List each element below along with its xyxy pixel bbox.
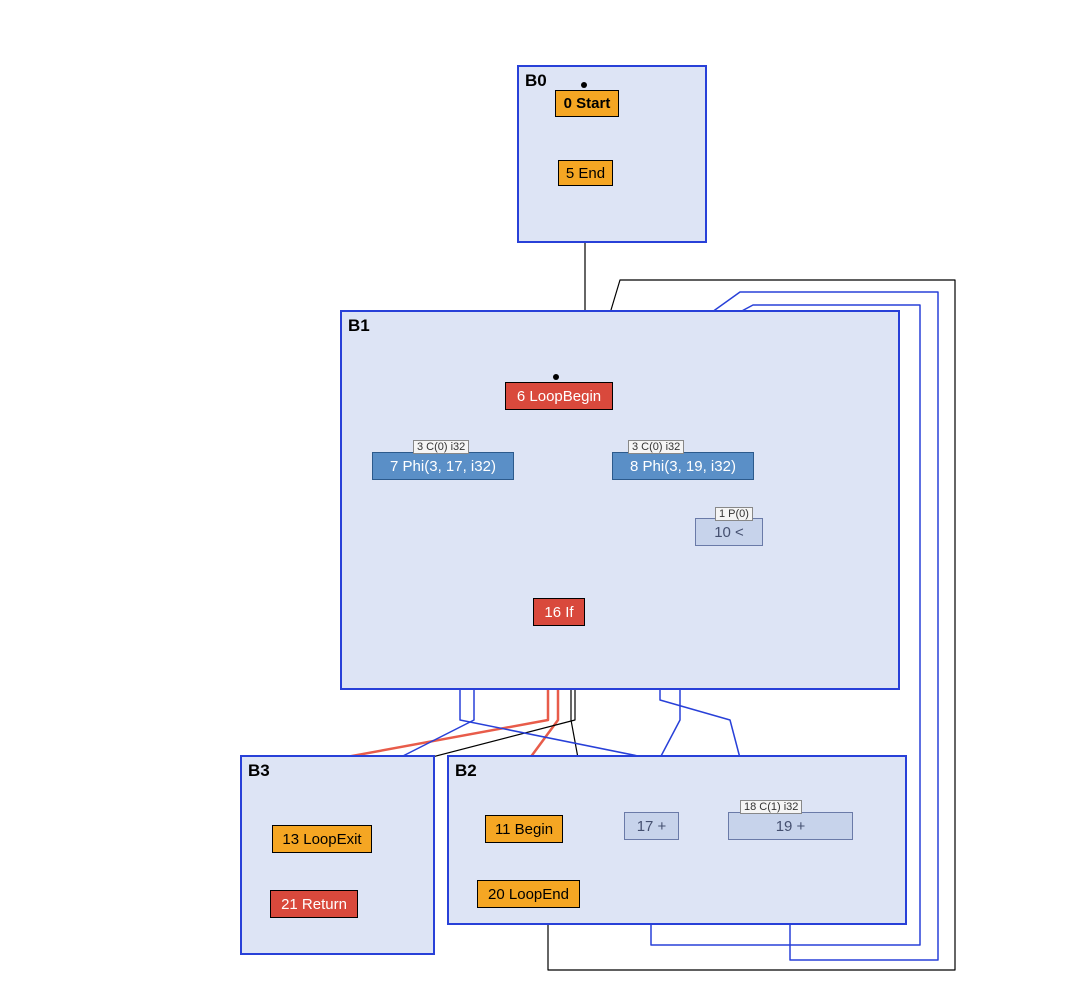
entry-dot [581, 82, 587, 88]
block-label-B2: B2 [455, 761, 477, 781]
block-label-B1: B1 [348, 316, 370, 336]
node-n17[interactable]: 17 + [624, 812, 679, 840]
block-B3: B3 [240, 755, 435, 955]
node-n20[interactable]: 20 LoopEnd [477, 880, 580, 908]
mini-label: 18 C(1) i32 [740, 800, 802, 814]
node-n8[interactable]: 8 Phi(3, 19, i32) [612, 452, 754, 480]
node-n16[interactable]: 16 If [533, 598, 585, 626]
node-n11[interactable]: 11 Begin [485, 815, 563, 843]
node-n10[interactable]: 10 < [695, 518, 763, 546]
node-n5[interactable]: 5 End [558, 160, 613, 186]
mini-label: 3 C(0) i32 [628, 440, 684, 454]
mini-label: 1 P(0) [715, 507, 753, 521]
block-label-B3: B3 [248, 761, 270, 781]
mini-label: 3 C(0) i32 [413, 440, 469, 454]
node-n13[interactable]: 13 LoopExit [272, 825, 372, 853]
node-n6[interactable]: 6 LoopBegin [505, 382, 613, 410]
block-B1: B1 [340, 310, 900, 690]
block-label-B0: B0 [525, 71, 547, 91]
node-n0[interactable]: 0 Start [555, 90, 619, 117]
node-n7[interactable]: 7 Phi(3, 17, i32) [372, 452, 514, 480]
node-n21[interactable]: 21 Return [270, 890, 358, 918]
node-n19[interactable]: 19 + [728, 812, 853, 840]
entry-dot [553, 374, 559, 380]
